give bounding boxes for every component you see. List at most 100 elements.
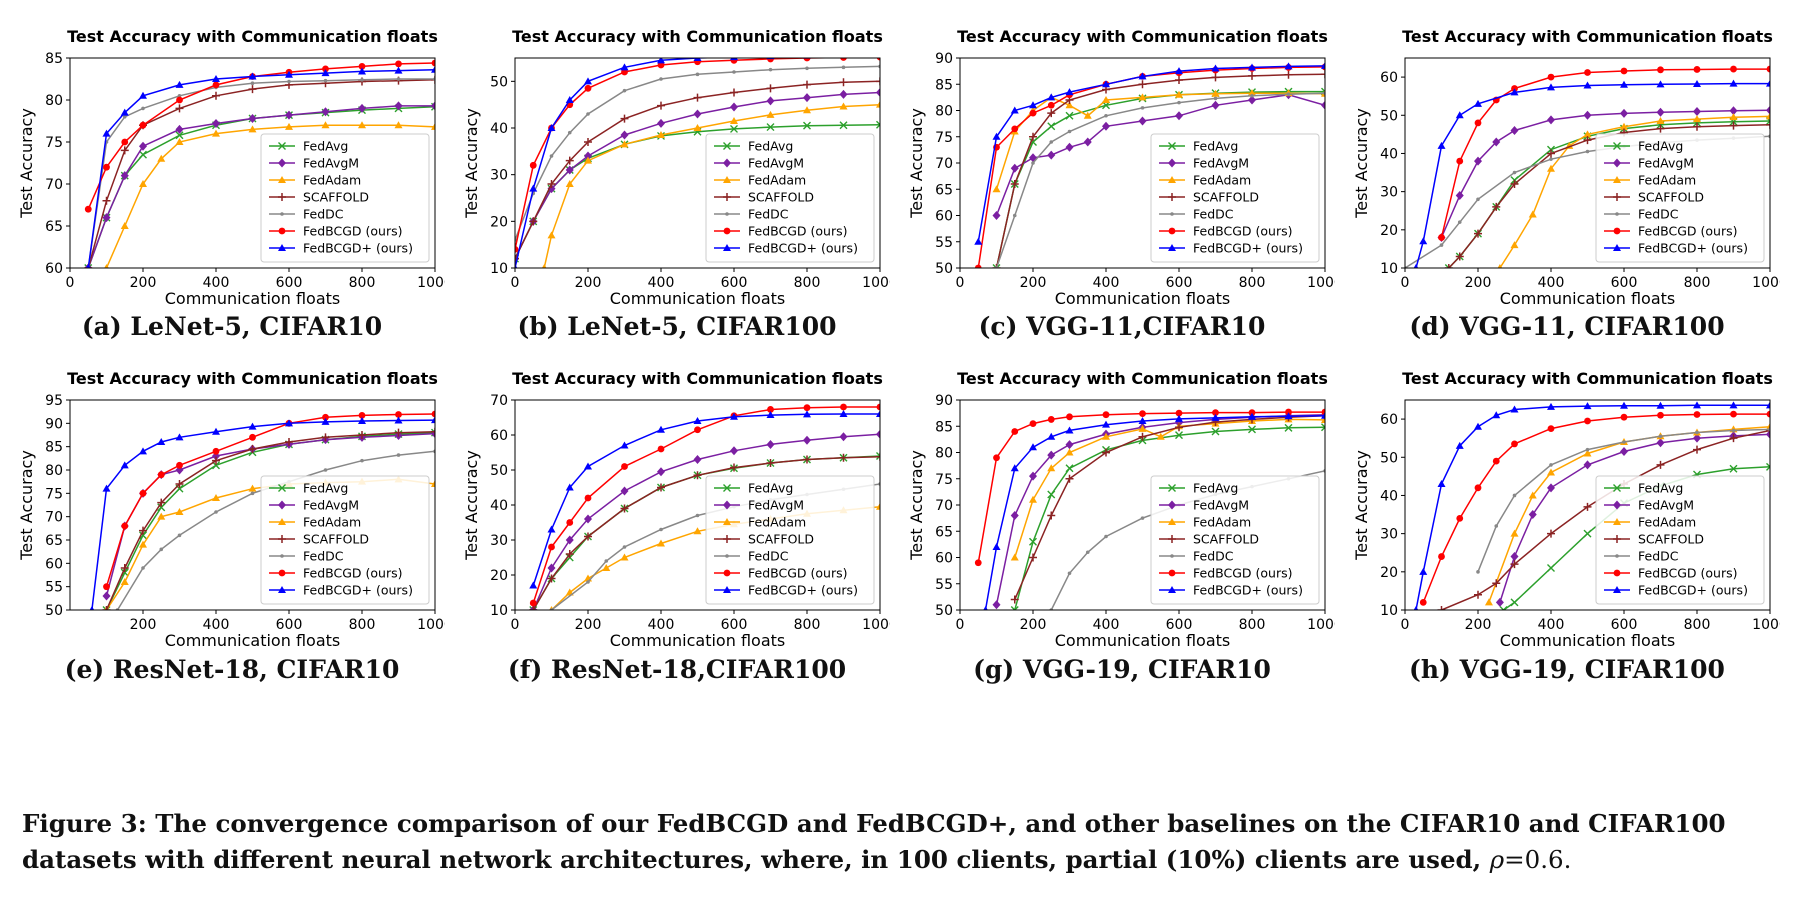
fedavgm-point xyxy=(1029,471,1037,481)
scaffold-point xyxy=(1766,120,1770,129)
fedadam-point xyxy=(358,121,366,129)
x-tick-label: 0 xyxy=(511,617,520,633)
fedbcgd-ours-point xyxy=(395,60,402,68)
fedavg-point xyxy=(1583,529,1592,538)
legend-scaffold-point xyxy=(723,535,731,543)
fedadam-point xyxy=(693,527,702,535)
legend-fedavgm-point xyxy=(723,500,731,510)
legend-fedavgm-point xyxy=(1168,158,1176,168)
series-group xyxy=(84,59,435,268)
legend-label: FedBCGD+ (ours) xyxy=(303,583,413,598)
fedbcgd-ours-point xyxy=(248,422,257,430)
scaffold-point xyxy=(1065,474,1074,483)
legend-label: FedAvgM xyxy=(303,156,359,171)
x-tick-label: 600 xyxy=(1166,275,1193,291)
fedadam-point xyxy=(1766,112,1770,120)
legend-fedavg-point xyxy=(278,484,286,492)
fedavg-point xyxy=(175,131,184,140)
fedbcgd-ours-point xyxy=(1413,264,1419,268)
legend-box xyxy=(260,133,430,263)
fedbcgd-ours-point xyxy=(175,80,184,88)
fedadam-point xyxy=(876,100,880,108)
legend-label: FedAvg xyxy=(1193,139,1238,154)
fedbcgd-ours-point xyxy=(983,606,988,610)
fedbcgd-ours-point xyxy=(1766,410,1770,418)
caption-rho-value: =0.6. xyxy=(1504,845,1572,874)
legend-fedadam-point xyxy=(1168,176,1176,183)
chart-title: Test Accuracy with Communication floats xyxy=(1402,27,1773,46)
legend-entry-feddc: FedDC xyxy=(714,549,789,564)
fedadam-point xyxy=(321,121,330,129)
y-tick-label: 20 xyxy=(490,568,508,584)
fedavgm-point xyxy=(1083,137,1092,147)
feddc-point xyxy=(360,78,364,82)
series-line-fedbcgd-ours xyxy=(87,62,435,210)
y-tick-label: 40 xyxy=(1380,488,1398,504)
fedbcgd-ours-point xyxy=(139,489,147,497)
fedadam-point xyxy=(104,264,109,268)
feddc-point xyxy=(805,66,809,71)
fedbcgd-ours-point xyxy=(1010,106,1019,114)
feddc-point xyxy=(549,154,554,158)
series-line-fedadam xyxy=(105,124,435,268)
x-tick-label: 400 xyxy=(1538,275,1565,291)
series-line-fedavgm xyxy=(532,433,880,610)
fedbcgd-ours-point xyxy=(565,96,574,103)
series-line-fedbcgd-ours xyxy=(1415,404,1770,610)
fedadam-point xyxy=(602,564,611,571)
legend-fedavgm-point xyxy=(723,158,731,168)
fedavg-point xyxy=(139,150,147,159)
legend-box xyxy=(260,475,430,605)
feddc-point xyxy=(1512,170,1517,175)
legend-label: FedAvg xyxy=(1193,481,1238,496)
fedbcgd-ours-point xyxy=(1456,514,1464,522)
feddc-point xyxy=(622,88,627,93)
fedbcgd-ours-point xyxy=(876,410,880,417)
scaffold-point xyxy=(620,504,629,513)
x-tick-label: 0 xyxy=(956,275,965,291)
x-tick-label: 1000 xyxy=(862,275,890,291)
legend-label: SCAFFOLD xyxy=(303,532,369,547)
scaffold-point xyxy=(175,104,184,113)
fedbcgd-ours-point xyxy=(1065,88,1074,96)
fedbcgd-ours-point xyxy=(693,58,702,61)
fedbcgd-ours-point xyxy=(139,121,147,129)
feddc-point xyxy=(1250,94,1254,98)
fedavgm-point xyxy=(730,102,738,112)
fedavgm-point xyxy=(102,591,111,601)
y-tick-label: 50 xyxy=(935,603,953,619)
scaffold-point xyxy=(1474,229,1482,238)
fedavgm-point xyxy=(693,455,702,464)
legend-label: FedAvgM xyxy=(1193,156,1249,171)
feddc-point xyxy=(1067,129,1072,134)
fedbcgd-ours-point xyxy=(1766,79,1770,87)
fedavgm-point xyxy=(620,130,629,140)
fedadam-point xyxy=(1248,89,1256,97)
fedbcgd-ours-point xyxy=(1029,443,1037,451)
chart-title: Test Accuracy with Communication floats xyxy=(512,27,883,46)
legend-scaffold-point xyxy=(1613,535,1621,543)
scaffold-point xyxy=(1047,109,1056,118)
fedbcgd-ours-point xyxy=(120,108,129,116)
legend-feddc-point xyxy=(1615,212,1619,216)
legend-label: FedAdam xyxy=(1193,173,1251,188)
x-tick-label: 200 xyxy=(130,617,157,633)
fedbcgd-ours-point xyxy=(547,525,556,533)
feddc-point xyxy=(1695,430,1699,435)
scaffold-point xyxy=(1010,180,1019,188)
fedavgm-point xyxy=(248,113,257,123)
feddc-point xyxy=(1457,220,1462,224)
y-tick-label: 65 xyxy=(45,219,63,235)
legend-label: FedAdam xyxy=(1193,515,1251,530)
fedbcgd-ours-point xyxy=(992,543,1001,550)
fedavg-point xyxy=(876,452,880,460)
fedavgm-point xyxy=(1455,190,1464,200)
scaffold-point xyxy=(693,471,702,480)
fedbcgd-ours-point xyxy=(322,413,329,421)
fedavg-point xyxy=(1065,464,1074,473)
scaffold-point xyxy=(693,93,702,102)
series-line-scaffold xyxy=(532,455,880,610)
fedavgm-point xyxy=(876,429,880,439)
x-tick-label: 600 xyxy=(1166,617,1193,633)
